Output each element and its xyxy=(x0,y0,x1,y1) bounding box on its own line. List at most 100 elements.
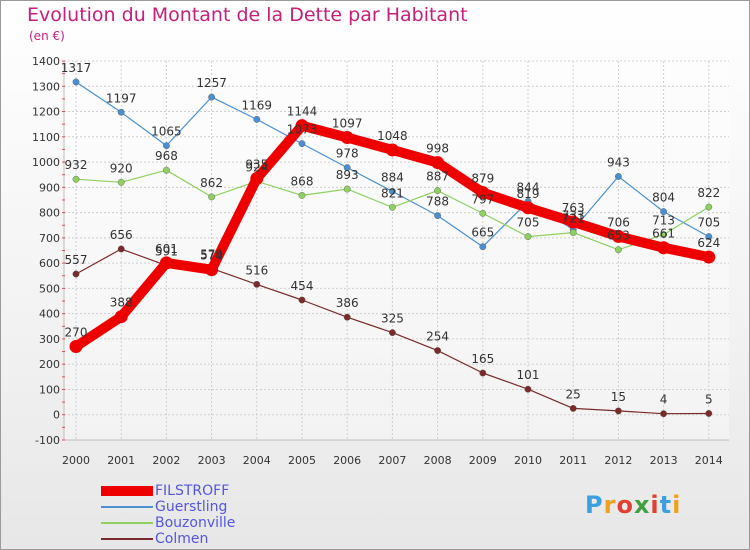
data-label-bouzonville: 868 xyxy=(291,174,314,188)
data-point-colmen xyxy=(615,407,622,415)
data-point-guerstling xyxy=(479,243,487,251)
data-point-bouzonville xyxy=(162,166,170,174)
legend-swatch-bouzonville xyxy=(101,522,153,524)
data-point-guerstling xyxy=(343,164,351,172)
data-point-bouzonville xyxy=(343,185,351,193)
data-point-bouzonville xyxy=(569,229,577,236)
y-tick-label: 1400 xyxy=(32,55,60,68)
data-label-guerstling: 733 xyxy=(562,209,585,223)
data-point-guerstling xyxy=(298,140,306,148)
data-point-bouzonville xyxy=(208,193,216,201)
x-tick-label: 2012 xyxy=(604,454,632,467)
data-point-guerstling xyxy=(72,78,80,86)
data-point-colmen xyxy=(298,296,306,304)
data-point-colmen xyxy=(72,270,80,278)
data-label-guerstling: 1317 xyxy=(61,61,92,75)
data-label-filstroff: 624 xyxy=(697,236,720,250)
legend-swatch-colmen xyxy=(101,538,153,540)
x-tick-label: 2005 xyxy=(288,454,316,467)
data-label-guerstling: 884 xyxy=(381,170,404,184)
data-label-filstroff: 763 xyxy=(562,201,585,215)
data-label-colmen: 5 xyxy=(705,392,713,406)
y-tick-label: 0 xyxy=(53,409,60,422)
data-point-filstroff xyxy=(431,156,445,170)
proxiti-logo: Proxiti xyxy=(585,491,681,519)
x-tick-label: 2004 xyxy=(243,454,271,467)
data-point-guerstling xyxy=(117,108,125,116)
data-point-bouzonville xyxy=(388,203,396,211)
data-point-filstroff xyxy=(114,310,128,324)
legend-item-guerstling: Guerstling xyxy=(101,499,331,515)
data-point-colmen xyxy=(434,347,441,354)
logo-letter: x xyxy=(633,491,651,519)
y-tick-label: 300 xyxy=(39,333,60,346)
data-label-colmen: 4 xyxy=(660,393,668,407)
y-tick-label: 100 xyxy=(39,383,60,396)
legend-label-filstroff: FILSTROFF xyxy=(155,483,230,499)
data-point-colmen xyxy=(343,313,351,321)
logo-letter: t xyxy=(659,491,673,519)
logo-letter: o xyxy=(616,491,634,519)
data-label-colmen: 557 xyxy=(65,253,88,267)
data-label-colmen: 656 xyxy=(110,228,133,242)
y-tick-label: 900 xyxy=(39,181,60,194)
data-point-filstroff xyxy=(69,340,83,354)
data-point-filstroff xyxy=(295,119,309,133)
data-point-filstroff xyxy=(566,215,580,229)
data-label-bouzonville: 862 xyxy=(200,176,223,190)
data-point-colmen xyxy=(479,369,487,377)
y-tick-label: 1300 xyxy=(32,80,60,93)
data-label-guerstling: 844 xyxy=(517,180,540,194)
x-tick-label: 2008 xyxy=(424,454,452,467)
x-tick-label: 2010 xyxy=(514,454,542,467)
data-point-bouzonville xyxy=(298,192,306,199)
data-label-guerstling: 804 xyxy=(652,191,675,205)
data-label-guerstling: 1065 xyxy=(151,125,182,139)
data-point-filstroff xyxy=(205,263,219,277)
data-point-guerstling xyxy=(388,187,396,195)
data-label-colmen: 454 xyxy=(291,279,314,293)
data-label-colmen: 516 xyxy=(245,263,268,277)
data-label-guerstling: 705 xyxy=(697,216,720,230)
data-label-colmen: 101 xyxy=(517,368,540,382)
data-label-colmen: 15 xyxy=(611,390,626,404)
data-point-filstroff xyxy=(657,241,671,255)
data-label-bouzonville: 968 xyxy=(155,149,178,163)
legend-swatch-guerstling xyxy=(101,506,153,508)
x-tick-label: 2009 xyxy=(469,454,497,467)
data-point-filstroff xyxy=(250,171,264,185)
data-label-guerstling: 1169 xyxy=(242,98,273,112)
data-label-colmen: 254 xyxy=(426,330,449,344)
data-label-bouzonville: 721 xyxy=(562,212,585,226)
legend-swatch-filstroff xyxy=(101,486,153,496)
data-label-filstroff: 661 xyxy=(652,227,675,241)
data-label-bouzonville: 932 xyxy=(65,158,88,172)
data-label-bouzonville: 893 xyxy=(336,168,359,182)
data-label-colmen: 325 xyxy=(381,312,404,326)
data-point-filstroff xyxy=(159,256,173,270)
data-point-guerstling xyxy=(162,142,170,150)
data-label-filstroff: 706 xyxy=(607,215,630,229)
data-point-guerstling xyxy=(208,93,216,101)
data-label-filstroff: 1144 xyxy=(287,105,318,119)
data-label-bouzonville: 705 xyxy=(517,216,540,230)
data-point-bouzonville xyxy=(117,178,125,186)
x-tick-label: 2000 xyxy=(62,454,90,467)
data-label-guerstling: 788 xyxy=(426,195,449,209)
y-tick-label: 500 xyxy=(39,282,60,295)
y-tick-label: -100 xyxy=(35,434,60,447)
legend-item-colmen: Colmen xyxy=(101,531,331,547)
legend-label-guerstling: Guerstling xyxy=(155,499,228,515)
data-point-bouzonville xyxy=(705,203,713,211)
y-tick-label: 400 xyxy=(39,308,60,321)
data-point-colmen xyxy=(388,329,396,337)
chart-legend: FILSTROFF Guerstling Bouzonville Colmen xyxy=(101,483,331,547)
chart-title: Evolution du Montant de la Dette par Hab… xyxy=(27,4,468,26)
x-tick-label: 2011 xyxy=(559,454,587,467)
data-label-bouzonville: 887 xyxy=(426,170,449,184)
data-label-guerstling: 978 xyxy=(336,147,359,161)
data-label-colmen: 386 xyxy=(336,296,359,310)
data-label-bouzonville: 920 xyxy=(110,161,133,175)
data-point-bouzonville xyxy=(72,175,80,183)
y-tick-label: 800 xyxy=(39,207,60,220)
